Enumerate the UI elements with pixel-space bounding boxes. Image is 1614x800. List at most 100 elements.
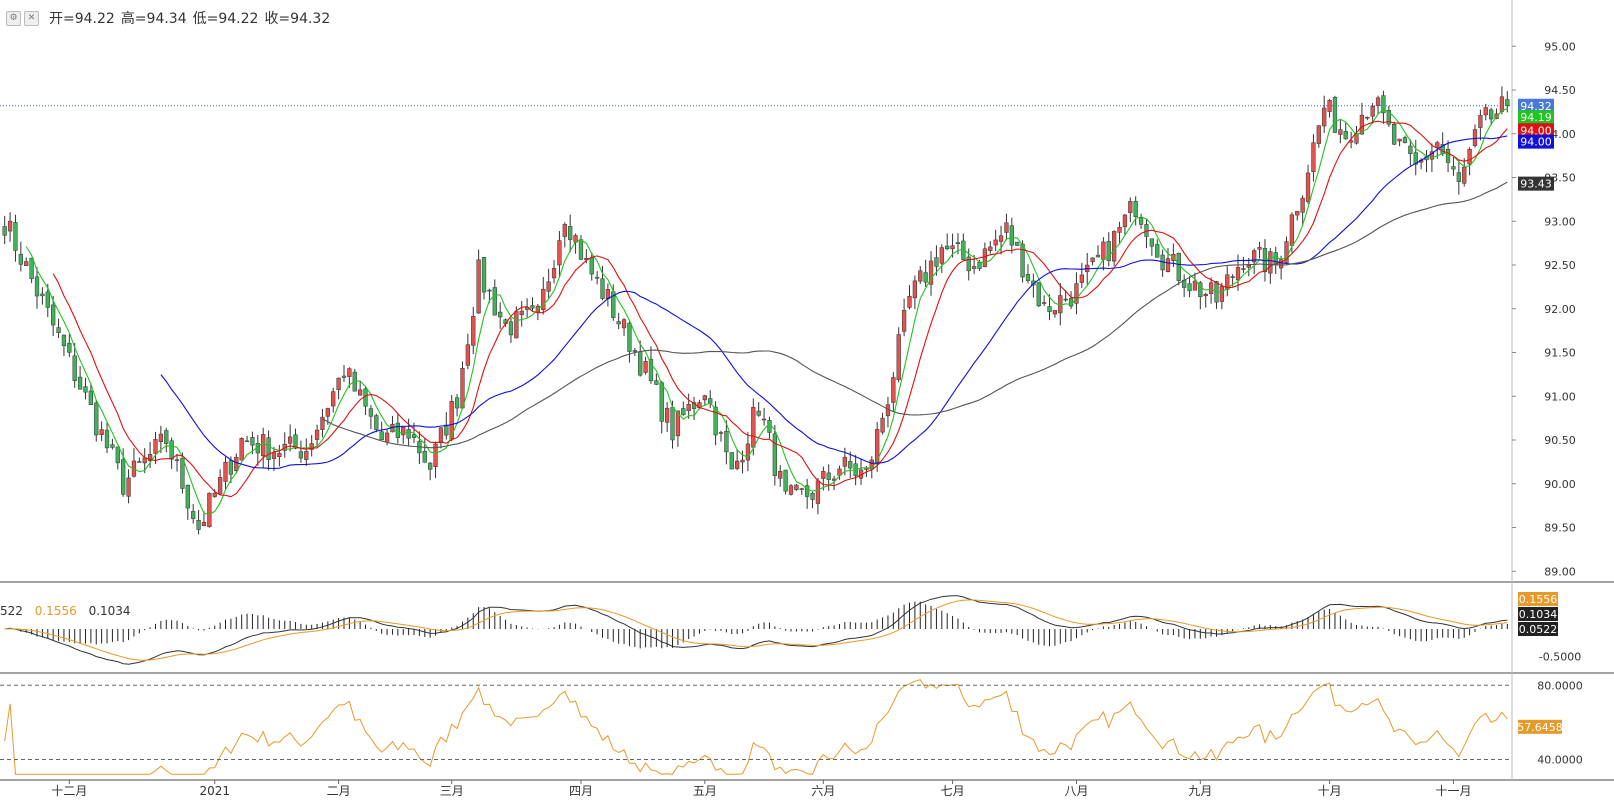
candle-body bbox=[212, 492, 217, 497]
time-tick-label: 七月 bbox=[941, 784, 965, 798]
candle-body bbox=[207, 493, 212, 527]
ma-line-30 bbox=[160, 135, 1508, 470]
candle-body bbox=[1090, 257, 1095, 263]
candle-body bbox=[51, 304, 56, 326]
close-icon[interactable]: ✕ bbox=[24, 10, 39, 26]
candle-body bbox=[7, 220, 13, 232]
candle-body bbox=[228, 460, 234, 475]
candle-body bbox=[492, 287, 497, 316]
candle-body bbox=[1052, 310, 1058, 315]
candle-body bbox=[121, 459, 126, 495]
candle-body bbox=[217, 477, 223, 495]
candle-body bbox=[1505, 99, 1510, 106]
candle-body bbox=[99, 429, 104, 435]
candle-body bbox=[331, 391, 336, 407]
candle-body bbox=[880, 417, 885, 433]
macd-pane bbox=[4, 595, 1508, 665]
candle-body bbox=[384, 432, 390, 443]
candle-body bbox=[1015, 241, 1020, 246]
candle-body bbox=[277, 452, 282, 458]
candle-body bbox=[788, 485, 794, 495]
candle-body bbox=[982, 248, 988, 268]
candle-body bbox=[498, 311, 503, 318]
candle-body bbox=[358, 389, 363, 396]
candle-body bbox=[1278, 259, 1284, 269]
candle-body bbox=[1009, 225, 1014, 246]
candle-body bbox=[1413, 152, 1418, 165]
close-value: 收=94.32 bbox=[264, 11, 331, 27]
candle-body bbox=[912, 280, 918, 299]
candle-body bbox=[740, 459, 745, 463]
candle-body bbox=[713, 406, 718, 436]
candle-body bbox=[616, 321, 621, 325]
time-tick-label: 十二月 bbox=[51, 784, 87, 798]
candle-body bbox=[476, 259, 481, 314]
candle-body bbox=[1456, 172, 1461, 182]
candle-body bbox=[40, 293, 45, 297]
candle-body bbox=[1117, 226, 1122, 233]
candle-body bbox=[945, 245, 950, 250]
candle-body bbox=[971, 266, 977, 269]
candle-body bbox=[643, 361, 648, 373]
candle-body bbox=[1467, 148, 1472, 165]
candle-body bbox=[438, 427, 444, 443]
rsi-badge bbox=[1518, 719, 1562, 734]
candle-body bbox=[799, 488, 804, 490]
candle-body bbox=[406, 429, 411, 439]
candle-body bbox=[309, 443, 314, 450]
candle-body bbox=[147, 453, 153, 461]
candle-body bbox=[363, 388, 368, 407]
settings-icon[interactable]: ⚙ bbox=[6, 10, 21, 26]
candle-body bbox=[530, 305, 535, 309]
time-tick-label: 十一月 bbox=[1435, 784, 1471, 798]
candle-body bbox=[729, 452, 734, 470]
price-tick-label: 93.00 bbox=[1544, 215, 1576, 228]
candle-body bbox=[336, 377, 341, 391]
candle-body bbox=[379, 431, 384, 441]
price-badge-ma-long bbox=[1518, 176, 1554, 191]
candle-body bbox=[578, 239, 584, 260]
candle-body bbox=[29, 257, 34, 279]
candle-body bbox=[1359, 114, 1365, 135]
candle-body bbox=[756, 410, 761, 416]
candle-body bbox=[24, 261, 29, 266]
candle-body bbox=[261, 434, 266, 457]
candle-body bbox=[201, 522, 207, 527]
candle-body bbox=[465, 344, 470, 366]
candle-body bbox=[72, 355, 77, 381]
candle-body bbox=[1311, 142, 1316, 173]
candle-body bbox=[1332, 97, 1338, 133]
candle-body bbox=[298, 451, 304, 459]
candle-body bbox=[374, 415, 379, 430]
candle-body bbox=[422, 451, 427, 463]
candle-body bbox=[1370, 105, 1375, 117]
candle-body bbox=[778, 471, 783, 479]
candle-body bbox=[61, 334, 67, 347]
candle-body bbox=[169, 440, 174, 460]
candle-body bbox=[627, 322, 632, 352]
candle-body bbox=[1386, 110, 1391, 125]
candle-body bbox=[810, 493, 815, 500]
candle-body bbox=[1225, 274, 1230, 290]
macd-legend-value-1: 522 bbox=[0, 604, 23, 618]
candle-body bbox=[244, 440, 250, 443]
candle-body bbox=[842, 456, 847, 467]
candle-body bbox=[654, 380, 659, 385]
candle-body bbox=[1079, 274, 1084, 283]
price-tick-label: 90.50 bbox=[1544, 434, 1576, 447]
candle-body bbox=[993, 239, 998, 246]
time-tick-label: 八月 bbox=[1064, 784, 1088, 798]
macd-legend-value-2: 0.1556 bbox=[34, 604, 77, 618]
price-pane bbox=[0, 86, 1510, 535]
candle-body bbox=[1392, 123, 1397, 145]
candle-body bbox=[1176, 253, 1181, 281]
price-badge-ma-slow bbox=[1518, 134, 1554, 149]
candle-body bbox=[1004, 222, 1009, 233]
price-tick-label: 89.50 bbox=[1544, 522, 1576, 535]
candle-body bbox=[702, 395, 707, 401]
candle-body bbox=[1462, 166, 1467, 184]
candle-body bbox=[126, 477, 131, 497]
candle-body bbox=[94, 402, 99, 436]
candle-body bbox=[826, 472, 831, 480]
candle-body bbox=[767, 420, 772, 433]
